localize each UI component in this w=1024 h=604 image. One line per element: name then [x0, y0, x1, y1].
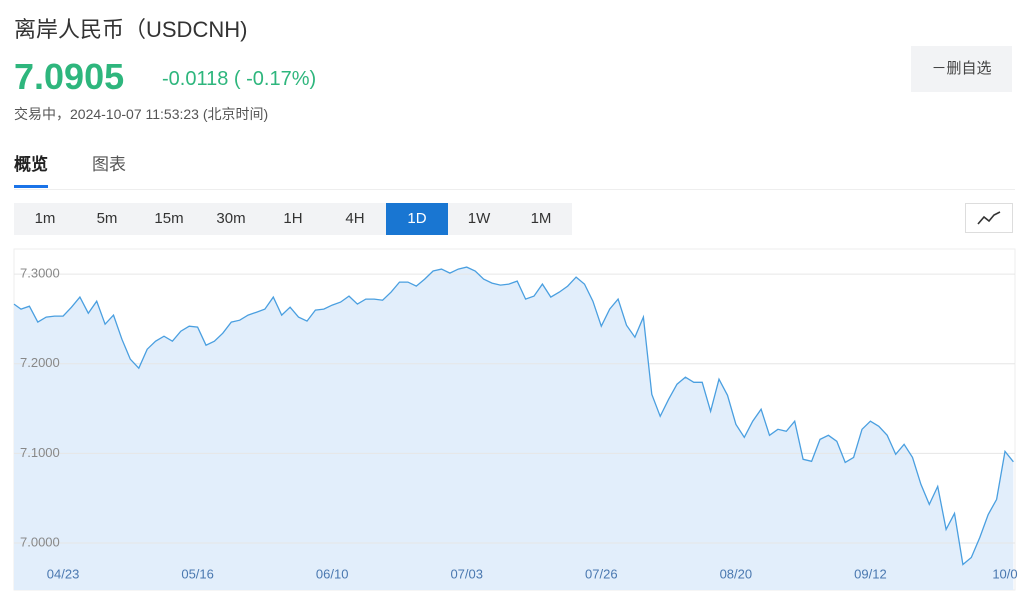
plot-frame: [13, 248, 1016, 591]
price-line: [13, 266, 1014, 566]
interval-button[interactable]: 30m: [216, 210, 246, 227]
interval-button[interactable]: 5m: [96, 210, 118, 227]
x-tick-label: 07/26: [585, 566, 618, 581]
x-tick-label: 09/12: [854, 566, 887, 581]
x-tick-label: 07/03: [450, 566, 483, 581]
price: 7.0905: [14, 56, 125, 97]
y-tick-label: 7.1000: [20, 445, 60, 460]
interval-bar: 1m 5m 15m 30m 1H 4H 1D 1W 1M: [14, 203, 572, 235]
interval-button[interactable]: 4H: [345, 210, 365, 227]
x-tick-label: 06/10: [316, 566, 349, 581]
chart-type-button[interactable]: [965, 203, 1013, 233]
chart-icon: [977, 211, 1001, 225]
interval-button[interactable]: 1H: [283, 210, 303, 227]
interval-button[interactable]: 1M: [530, 210, 552, 227]
x-tick-label: 04/23: [47, 566, 80, 581]
interval-button[interactable]: 1m: [34, 210, 56, 227]
price-change: -0.0118 ( -0.17%): [162, 68, 317, 90]
x-tick-label: 08/20: [720, 566, 753, 581]
y-tick-label: 7.3000: [20, 266, 60, 281]
status: 交易中，2024-10-07 11:53:23 (北京时间): [14, 106, 269, 122]
watchlist-button[interactable]: －删自选: [911, 46, 1012, 92]
y-tick-label: 7.0000: [20, 534, 60, 549]
x-tick-label: 05/16: [181, 566, 214, 581]
x-tick-label: 10/0: [992, 566, 1017, 581]
tabs: 概览 图表: [14, 150, 126, 188]
interval-button[interactable]: 1W: [467, 210, 491, 227]
tab[interactable]: 图表: [92, 155, 126, 174]
tab[interactable]: 概览: [14, 150, 48, 188]
divider: [14, 189, 1015, 190]
interval-button[interactable]: 1D: [386, 203, 448, 235]
area-fill: [14, 267, 1014, 590]
y-tick-label: 7.2000: [20, 355, 60, 370]
interval-button[interactable]: 15m: [154, 210, 184, 227]
title: 离岸人民币（USDCNH): [14, 17, 248, 42]
